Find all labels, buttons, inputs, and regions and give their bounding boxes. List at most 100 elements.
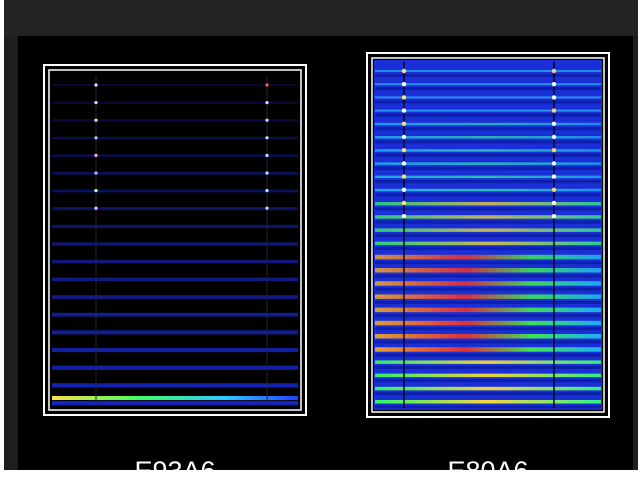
dot <box>265 101 269 105</box>
dot-group-e80a6 <box>401 68 557 219</box>
band-gap <box>375 314 601 318</box>
band-gap <box>375 340 601 344</box>
band <box>375 96 601 99</box>
dot <box>401 148 407 153</box>
dot <box>265 189 269 193</box>
dot <box>401 108 407 113</box>
dot <box>551 68 557 74</box>
band <box>52 260 298 264</box>
band-gap <box>375 274 601 278</box>
dot <box>551 95 557 100</box>
band <box>52 383 298 388</box>
band <box>375 373 601 378</box>
dot <box>401 174 407 179</box>
dot <box>94 101 98 105</box>
dot <box>401 187 407 192</box>
band <box>375 162 601 165</box>
band <box>52 84 298 86</box>
dot <box>401 134 407 140</box>
dot <box>401 200 407 206</box>
band-gap <box>375 392 601 396</box>
band <box>52 101 298 104</box>
band <box>52 330 298 335</box>
dot <box>94 136 98 140</box>
band <box>52 172 298 175</box>
band <box>52 224 298 228</box>
gel-image-e80a6 <box>366 52 610 418</box>
dot <box>94 206 98 210</box>
band-gap <box>375 166 601 170</box>
dot <box>551 82 557 87</box>
band <box>375 228 601 232</box>
figure-frame: E93A6 E80A6 <box>4 0 638 486</box>
dot <box>265 153 269 157</box>
dot <box>94 153 98 157</box>
band <box>375 268 601 273</box>
band <box>52 154 298 157</box>
band-gap <box>375 353 601 357</box>
band <box>375 175 601 179</box>
dot <box>551 108 557 113</box>
band <box>52 277 298 282</box>
band-gap <box>375 193 601 197</box>
dot <box>94 171 98 175</box>
band <box>375 294 601 299</box>
band <box>375 360 601 364</box>
band <box>375 83 601 86</box>
panel-border-inner <box>48 69 302 411</box>
dot <box>265 83 269 87</box>
figure-top-bar <box>4 0 638 36</box>
dot <box>265 118 269 122</box>
band <box>375 136 601 139</box>
dot <box>551 214 557 219</box>
panel-label-e93a6: E93A6 <box>134 456 216 486</box>
band <box>52 365 298 370</box>
band <box>375 320 601 326</box>
band-gap <box>375 100 601 104</box>
band <box>52 136 298 140</box>
dot <box>401 68 407 74</box>
band <box>52 207 298 211</box>
band <box>375 149 601 152</box>
panel-border-outer <box>43 64 307 416</box>
panel-e93a6 <box>43 64 307 416</box>
dot <box>265 171 269 175</box>
band-gap <box>375 180 601 184</box>
band-gap <box>375 127 601 131</box>
band <box>375 400 601 404</box>
band <box>375 281 601 286</box>
band <box>375 188 601 192</box>
band <box>52 312 298 317</box>
band <box>375 241 601 246</box>
band-gap <box>375 140 601 144</box>
band <box>52 348 298 353</box>
band <box>375 386 601 391</box>
band <box>52 242 298 246</box>
dot <box>94 83 98 87</box>
dot <box>551 161 557 166</box>
band-gap <box>375 365 601 369</box>
dot <box>265 136 269 140</box>
band <box>375 109 601 112</box>
panel-border-outer <box>366 52 610 418</box>
dot <box>401 121 407 127</box>
band-gap <box>375 207 601 211</box>
band <box>52 119 298 122</box>
gel-image-e93a6 <box>43 64 307 416</box>
dot <box>551 174 557 179</box>
band-gap <box>375 379 601 383</box>
dot <box>551 148 557 153</box>
band-gap <box>375 113 601 117</box>
band <box>52 295 298 299</box>
dot-group-e93a6 <box>94 83 269 210</box>
band <box>375 254 601 260</box>
dot <box>551 187 557 192</box>
band <box>375 70 601 72</box>
band-gap <box>375 233 601 237</box>
band-bright <box>52 396 298 400</box>
dot <box>265 206 269 210</box>
dot <box>401 161 407 166</box>
band <box>375 307 601 313</box>
dot <box>401 214 407 219</box>
dot <box>551 200 557 206</box>
